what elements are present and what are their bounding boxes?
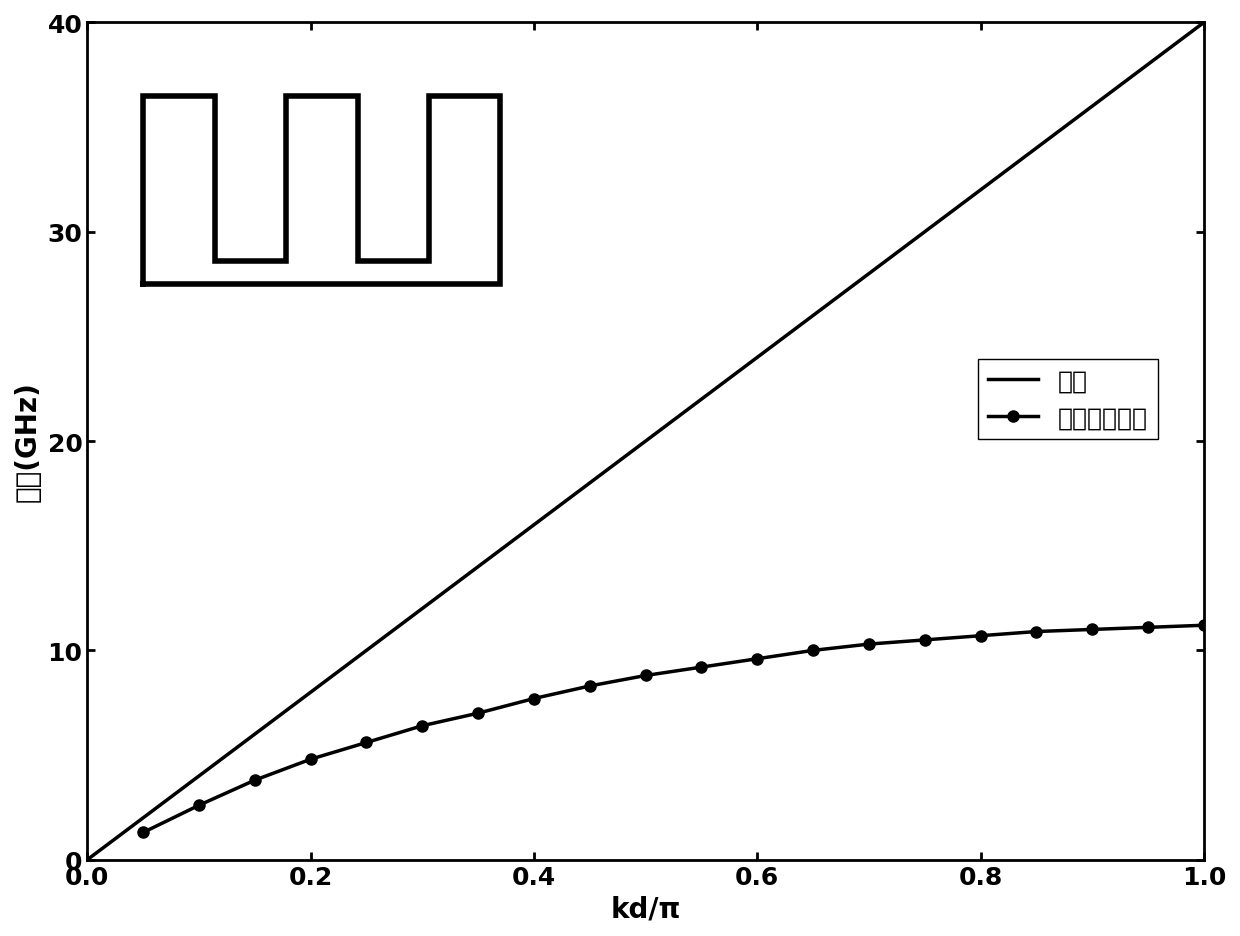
单边榆皿带线 <box>415 721 430 732</box>
单边榆皿带线 <box>1141 622 1156 634</box>
X-axis label: kd/π: kd/π <box>610 894 681 922</box>
单边榆皿带线 <box>806 645 821 656</box>
Y-axis label: 频率(GHz): 频率(GHz) <box>14 381 42 502</box>
单边榆皿带线 <box>304 753 319 765</box>
单边榆皿带线 <box>135 827 150 839</box>
单边榆皿带线 <box>1197 620 1211 631</box>
Legend: 光线, 单边榆皿带线: 光线, 单边榆皿带线 <box>978 359 1158 440</box>
单边榆皿带线 <box>862 638 877 650</box>
单边榆皿带线 <box>1085 624 1100 636</box>
单边榆皿带线 <box>360 737 374 748</box>
单边榆皿带线 <box>191 799 206 811</box>
单边榆皿带线 <box>973 631 988 642</box>
单边榆皿带线 <box>694 662 709 673</box>
单边榆皿带线 <box>1029 626 1044 637</box>
单边榆皿带线 <box>750 653 765 665</box>
单边榆皿带线 <box>583 680 598 692</box>
单边榆皿带线 <box>247 775 262 786</box>
单边榆皿带线 <box>918 635 932 646</box>
Line: 单边榆皿带线: 单边榆皿带线 <box>138 620 1209 838</box>
单边榆皿带线 <box>527 694 542 705</box>
单边榆皿带线 <box>471 708 486 719</box>
单边榆皿带线 <box>639 670 653 681</box>
